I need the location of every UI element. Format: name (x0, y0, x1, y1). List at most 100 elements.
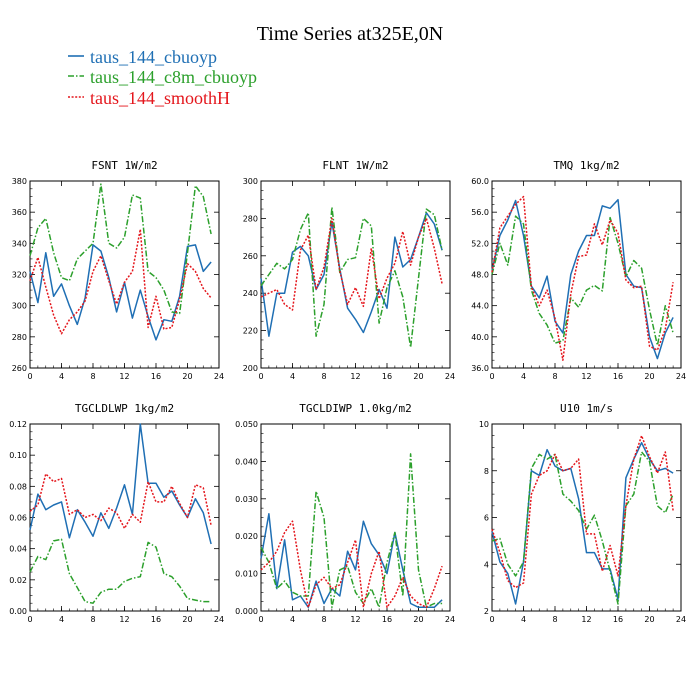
x-tick-label: 20 (182, 372, 192, 381)
series-line-smoothh (491, 434, 674, 589)
plot-frame (491, 180, 682, 369)
y-tick-label: 300 (12, 302, 27, 311)
series-line-c8m-cbuoyp (260, 206, 443, 349)
y-tick-label: 300 (243, 177, 258, 186)
x-tick-label: 4 (59, 372, 64, 381)
x-tick-label: 4 (59, 615, 64, 624)
y-tick-label: 0.050 (235, 420, 258, 429)
y-tick-label: 220 (243, 327, 258, 336)
x-tick-label: 8 (90, 372, 95, 381)
series-line-c8m-cbuoyp (491, 215, 674, 347)
panel-title-tgcldlwp: TGCLDLWP 1kg/m2 (75, 402, 174, 415)
y-tick-label: 0.040 (235, 457, 258, 466)
y-tick-label: 60.0 (471, 177, 489, 186)
plot-frame (260, 423, 451, 612)
x-tick-label: 12 (581, 372, 591, 381)
panel-tmq: TMQ 1kg/m2 0 4 8 12 16 20 24 36.0 40.0 44.0 48.0 52.… (471, 159, 686, 381)
series-line-cbuoyp (29, 244, 212, 341)
x-tick-label: 16 (382, 615, 392, 624)
x-tick-label: 20 (644, 372, 654, 381)
x-tick-label: 24 (445, 615, 455, 624)
legend-label-cbuoyp: taus_144_cbuoyp (90, 47, 217, 67)
series-line-c8m-cbuoyp (29, 538, 212, 604)
x-tick-label: 16 (613, 615, 623, 624)
y-tick-label: 0.04 (9, 545, 27, 554)
series-line-smoothh (260, 520, 443, 609)
plot-frame (29, 423, 220, 612)
y-tick-label: 0.06 (9, 514, 27, 523)
x-tick-label: 8 (552, 372, 557, 381)
y-tick-label: 0.10 (9, 451, 27, 460)
plot-frame (260, 180, 451, 369)
panel-flnt: FLNT 1W/m2 0 4 8 12 16 20 24 200 220 240 260 280 300 (243, 159, 455, 381)
panels-container: FSNT 1W/m20 4 8 12 16 20 242602803003203403603… (9, 159, 686, 624)
y-tick-label: 260 (243, 252, 258, 261)
y-tick-label: 0.02 (9, 576, 27, 585)
y-tick-label: 0.00 (9, 607, 27, 616)
series-line-c8m-cbuoyp (29, 183, 212, 315)
y-tick-label: 340 (12, 239, 27, 248)
x-tick-label: 0 (258, 615, 263, 624)
x-tick-label: 8 (90, 615, 95, 624)
x-tick-label: 4 (290, 615, 295, 624)
x-tick-label: 24 (445, 372, 455, 381)
y-tick-label: 8 (484, 467, 489, 476)
x-tick-label: 12 (350, 372, 360, 381)
series-line-cbuoyp (491, 441, 674, 605)
legend-entry-smoothh: taus_144_smoothH (68, 88, 230, 108)
x-tick-label: 24 (214, 615, 224, 624)
series-line-smoothh (29, 473, 212, 530)
y-tick-label: 56.0 (471, 208, 489, 217)
y-tick-label: 240 (243, 289, 258, 298)
series-line-c8m-cbuoyp (491, 451, 674, 605)
y-tick-label: 48.0 (471, 271, 489, 280)
x-tick-label: 16 (382, 372, 392, 381)
plot-frame (491, 423, 682, 612)
series-line-c8m-cbuoyp (260, 453, 443, 609)
x-tick-label: 24 (676, 372, 686, 381)
x-tick-label: 4 (521, 372, 526, 381)
series-line-cbuoyp (491, 198, 674, 360)
x-tick-label: 0 (27, 372, 32, 381)
y-tick-label: 44.0 (471, 302, 489, 311)
x-tick-label: 20 (413, 372, 423, 381)
y-tick-label: 260 (12, 364, 27, 373)
x-tick-label: 8 (552, 615, 557, 624)
y-tick-label: 200 (243, 364, 258, 373)
legend-entry-cbuoyp: taus_144_cbuoyp (68, 47, 217, 67)
y-tick-label: 320 (12, 271, 27, 280)
y-tick-label: 0.08 (9, 482, 27, 491)
y-tick-label: 6 (484, 514, 489, 523)
panel-tgcldiwp: TGCLDIWP 1.0kg/m2 0 4 8 12 16 20 24 0.000 0.010 0.… (235, 402, 455, 624)
x-tick-label: 0 (489, 615, 494, 624)
y-tick-label: 2 (484, 607, 489, 616)
x-tick-label: 16 (613, 372, 623, 381)
panel-fsnt: FSNT 1W/m2 0 4 8 12 16 20 24 260 280 300 320 340 360 3… (12, 159, 224, 381)
series-line-smoothh (29, 228, 212, 335)
x-tick-label: 12 (119, 615, 129, 624)
x-tick-label: 24 (676, 615, 686, 624)
y-tick-label: 0.030 (235, 495, 258, 504)
x-tick-label: 24 (214, 372, 224, 381)
y-tick-label: 4 (484, 560, 489, 569)
x-tick-label: 20 (413, 615, 423, 624)
legend-label-smoothh: taus_144_smoothH (90, 88, 230, 108)
plot-frame (29, 180, 220, 369)
y-tick-label: 36.0 (471, 364, 489, 373)
panel-title-u10: U10 1m/s (560, 402, 613, 415)
y-tick-label: 0.020 (235, 532, 258, 541)
y-tick-label: 40.0 (471, 333, 489, 342)
y-tick-label: 0.12 (9, 420, 27, 429)
y-tick-label: 280 (12, 333, 27, 342)
y-tick-label: 380 (12, 177, 27, 186)
panel-title-tmq: TMQ 1kg/m2 (553, 159, 619, 172)
x-tick-label: 12 (119, 372, 129, 381)
series-line-smoothh (491, 195, 674, 361)
x-tick-label: 12 (350, 615, 360, 624)
x-tick-label: 20 (644, 615, 654, 624)
x-tick-label: 4 (290, 372, 295, 381)
x-tick-label: 8 (321, 372, 326, 381)
x-tick-label: 16 (151, 615, 161, 624)
